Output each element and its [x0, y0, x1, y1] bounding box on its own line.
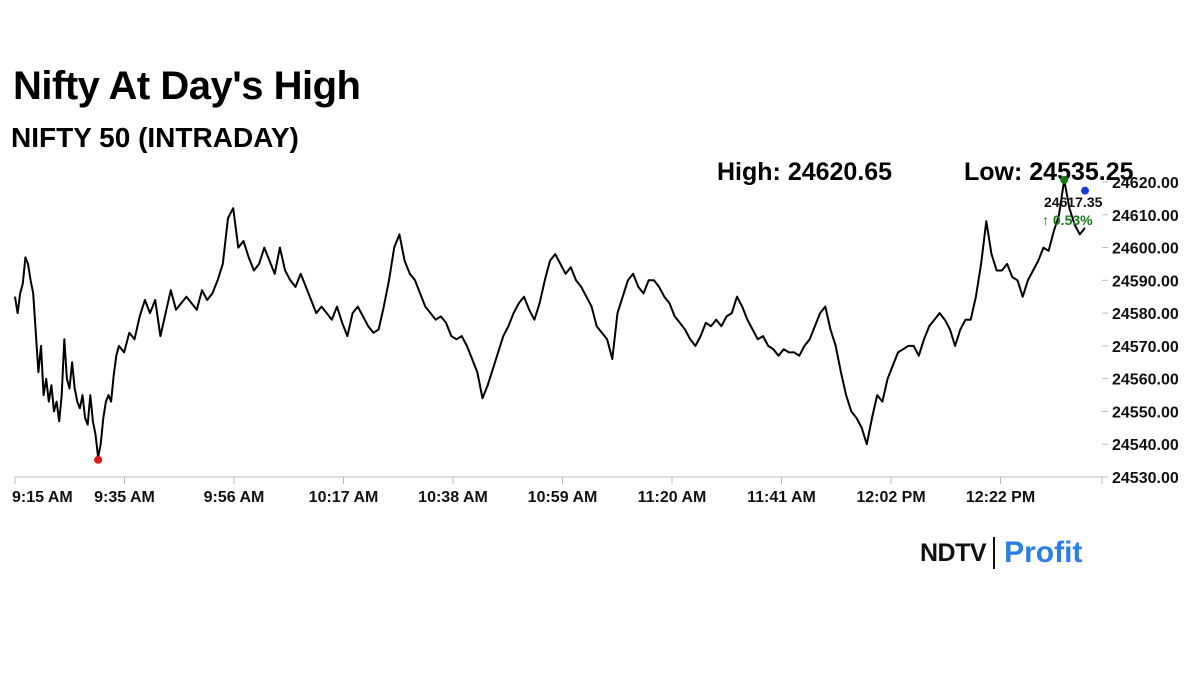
- x-tick-label: 10:59 AM: [528, 489, 598, 506]
- x-tick-label: 11:41 AM: [747, 489, 816, 506]
- logo-profit: Profit: [1004, 536, 1083, 569]
- x-tick-label: 12:22 PM: [966, 489, 1035, 506]
- y-tick-label: 24550.00: [1112, 404, 1179, 421]
- logo-ndtv: NDTV: [920, 538, 987, 567]
- high-marker: [1060, 175, 1069, 184]
- y-tick-label: 24600.00: [1112, 241, 1179, 258]
- x-tick-label: 10:38 AM: [418, 489, 488, 506]
- x-axis: 9:15 AM 9:35 AM 9:56 AM 10:17 AM 10:38 AM 10:…: [12, 476, 1103, 506]
- markers: [94, 175, 1089, 464]
- ndtv-profit-logo: NDTV Profit: [920, 533, 1082, 573]
- y-tick-label: 24570.00: [1112, 339, 1179, 356]
- x-tick-label: 11:20 AM: [638, 489, 707, 506]
- y-tick-label: 24590.00: [1112, 273, 1179, 290]
- y-tick-label: 24540.00: [1112, 437, 1179, 454]
- current-price-label: 24617.35: [1044, 194, 1103, 210]
- x-tick-label: 12:02 PM: [856, 489, 925, 506]
- price-line: [14, 178, 1086, 459]
- chart-subtitle: NIFTY 50 (INTRADAY): [11, 122, 299, 153]
- y-tick-label: 24530.00: [1112, 470, 1179, 487]
- y-tick-label: 24610.00: [1112, 208, 1179, 225]
- x-tick-label: 9:35 AM: [94, 489, 155, 506]
- current-change-label: ↑ 0.53%: [1042, 212, 1093, 228]
- low-marker: [94, 455, 103, 464]
- y-tick-label: 24620.00: [1112, 175, 1179, 192]
- y-tick-label: 24560.00: [1112, 372, 1179, 389]
- y-axis: 24530.00 24540.00 24550.00 24560.00 24570.00…: [1102, 175, 1179, 487]
- day-low-stat: Low: 24535.25: [964, 158, 1134, 186]
- x-tick-label: 10:17 AM: [309, 489, 379, 506]
- x-tick-label: 9:56 AM: [204, 489, 265, 506]
- y-tick-label: 24580.00: [1112, 306, 1179, 323]
- logo-divider: [993, 537, 996, 569]
- current-marker: [1081, 186, 1089, 195]
- x-tick-label: 9:15 AM: [12, 489, 73, 506]
- headline: Nifty At Day's High: [13, 64, 361, 108]
- day-high-stat: High: 24620.65: [717, 158, 893, 186]
